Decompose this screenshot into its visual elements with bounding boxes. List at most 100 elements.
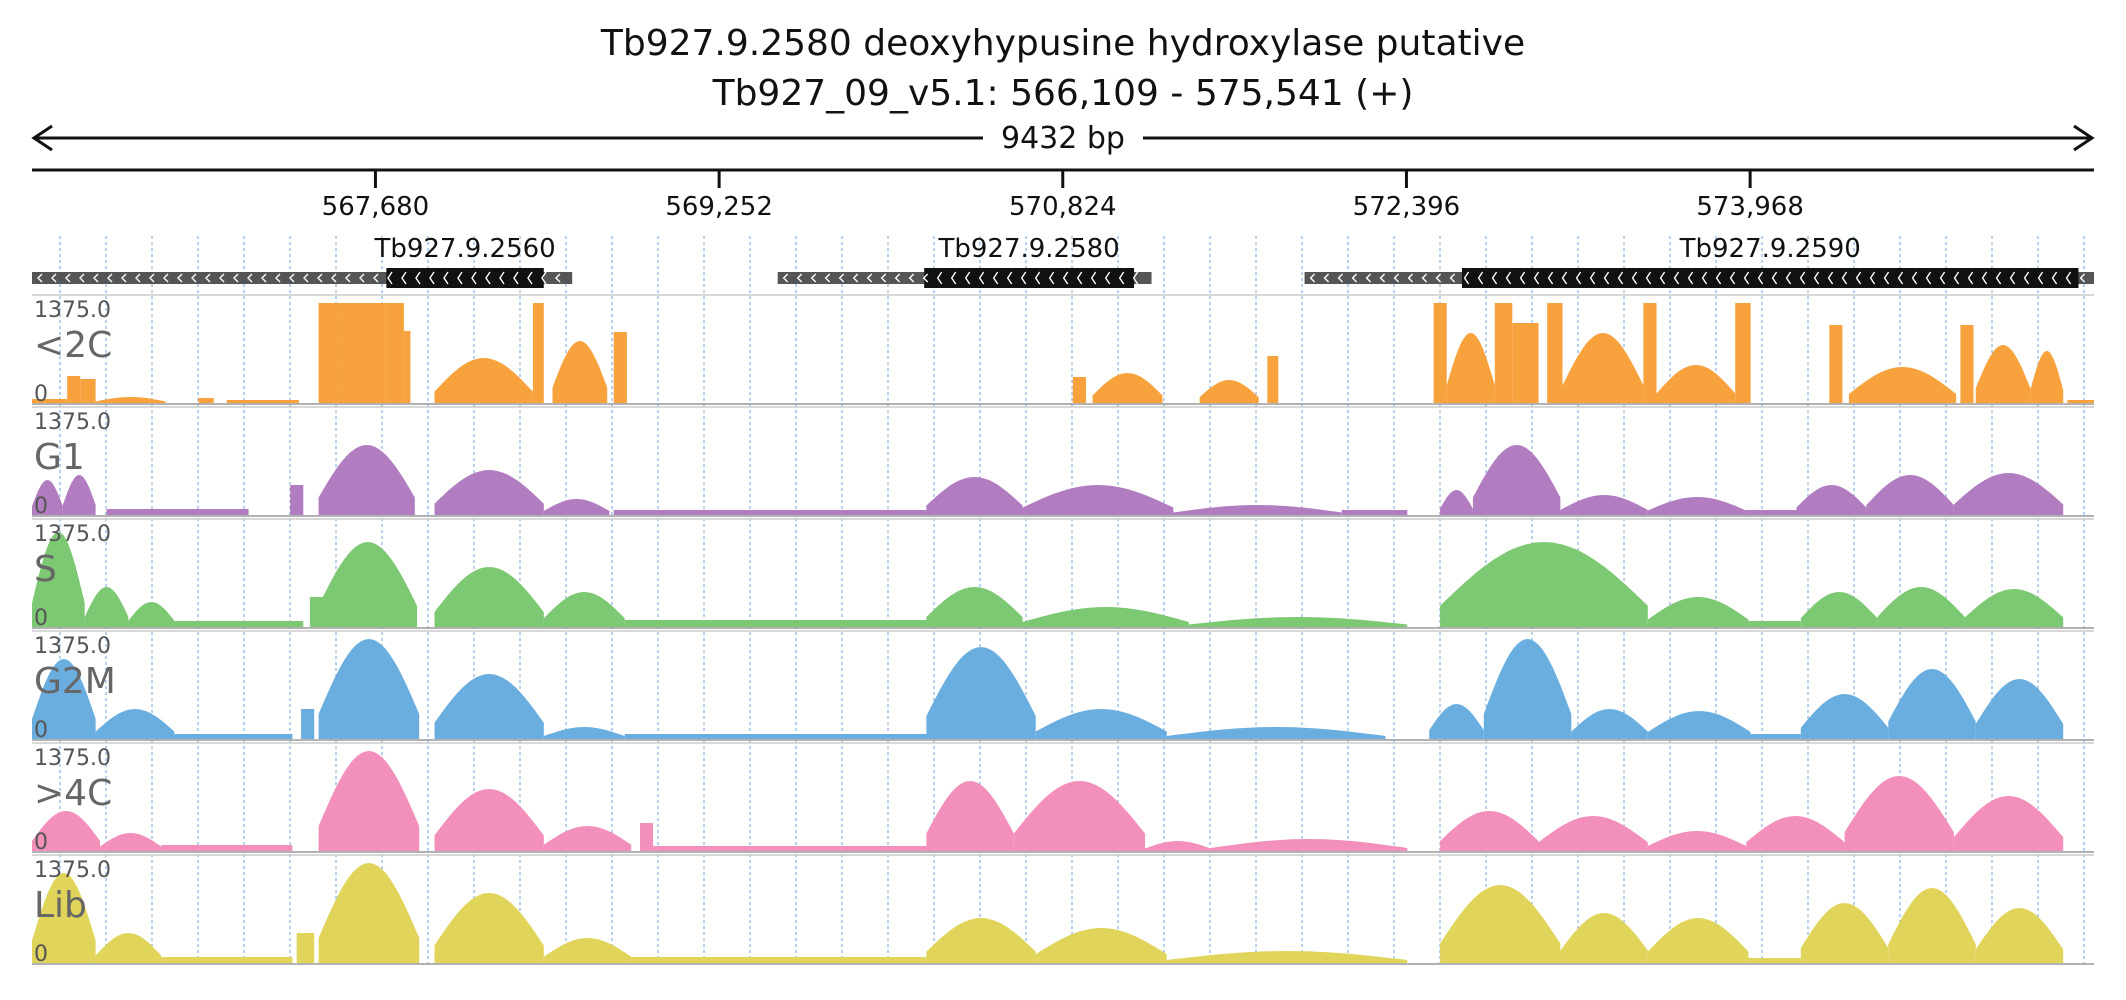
coverage-area — [613, 332, 627, 403]
track-ymax-label: 1375.0 — [34, 410, 111, 435]
track-ymax-label: 1375.0 — [34, 522, 111, 547]
track-ymax-label: 1375.0 — [34, 298, 111, 323]
coverage-area — [631, 957, 927, 963]
gene-cds-bar — [924, 268, 1135, 288]
coverage-area — [1796, 485, 1867, 515]
coverage-area — [1848, 367, 1957, 403]
coverage-area — [1643, 303, 1657, 403]
coverage-area — [1735, 303, 1751, 403]
coverage-area — [1210, 839, 1408, 851]
coverage-area — [1440, 811, 1539, 851]
coverage-area — [1746, 510, 1797, 515]
gene-label: Tb927.9.2580 — [937, 234, 1119, 264]
gene-cds-bar — [386, 268, 544, 288]
coverage-area — [403, 331, 411, 403]
coverage-area — [1877, 587, 1965, 627]
track-ymin-label: 0 — [34, 942, 48, 967]
coverage-area — [1953, 473, 2064, 515]
coverage-area — [1964, 589, 2064, 627]
coverage-area — [1035, 709, 1167, 739]
track-name: S — [34, 549, 57, 590]
coverage-area — [926, 477, 1023, 515]
coverage-area — [1145, 841, 1211, 851]
coverage-area — [434, 358, 533, 403]
coverage-area — [613, 510, 839, 515]
coverage-area — [434, 470, 544, 515]
coverage-area — [226, 400, 299, 403]
coverage-area — [1647, 831, 1747, 851]
coverage-area — [32, 873, 96, 963]
ruler-tick-label: 573,968 — [1696, 192, 1804, 222]
coverage-area — [1494, 303, 1513, 403]
coverage-area — [1560, 913, 1648, 963]
coverage-area — [1022, 607, 1189, 627]
coverage-area — [67, 376, 81, 403]
track-name: G1 — [34, 437, 85, 478]
coverage-area — [926, 781, 1014, 851]
coverage-area — [32, 399, 68, 403]
track-name: G2M — [34, 661, 116, 702]
coverage-area — [174, 621, 304, 627]
coverage-area — [1562, 333, 1644, 403]
coverage-area — [1750, 734, 1801, 739]
coverage-area — [552, 341, 608, 403]
coverage-area — [62, 475, 96, 515]
coverage-area — [318, 863, 420, 963]
coverage-area — [318, 445, 415, 515]
coverage-area — [1571, 709, 1648, 739]
gene-cds-bar — [1461, 268, 2079, 288]
coverage-area — [318, 542, 417, 627]
coverage-area — [2030, 351, 2064, 403]
coverage-area — [80, 379, 96, 403]
coverage-area — [1188, 617, 1408, 627]
coverage-area — [32, 659, 96, 739]
length-label: 9432 bp — [1001, 121, 1125, 156]
coverage-area — [532, 303, 544, 403]
coverage-area — [926, 587, 1023, 627]
coverage-area — [318, 303, 337, 403]
coverage-area — [100, 833, 162, 851]
coverage-area — [1746, 816, 1845, 851]
coverage-area — [336, 303, 387, 403]
coverage-area — [926, 918, 1036, 963]
coverage-area — [1647, 597, 1749, 627]
track-ymax-label: 1375.0 — [34, 634, 111, 659]
gene-label: Tb927.9.2560 — [373, 234, 555, 264]
coverage-area — [161, 845, 293, 851]
gene-strand-arrows — [782, 271, 1139, 285]
coverage-area — [128, 602, 175, 627]
coverage-area — [1166, 951, 1408, 963]
ruler-tick-label: 567,680 — [322, 192, 430, 222]
coverage-area — [543, 938, 632, 963]
coverage-area — [95, 709, 175, 739]
coverage-area — [1022, 485, 1174, 515]
coverage-area — [32, 811, 100, 851]
coverage-area — [1440, 542, 1648, 627]
coverage-area — [1429, 704, 1484, 739]
coverage-area — [32, 532, 85, 627]
coverage-area — [301, 709, 315, 739]
chart-location: Tb927_09_v5.1: 566,109 - 575,541 (+) — [712, 73, 1414, 114]
track-name: >4C — [34, 773, 112, 814]
coverage-area — [290, 485, 304, 515]
ruler-tick-label: 569,252 — [665, 192, 773, 222]
coverage-area — [1013, 781, 1145, 851]
coverage-area — [1173, 505, 1342, 515]
track-name: Lib — [34, 885, 87, 926]
coverage-area — [198, 398, 214, 403]
coverage-area — [318, 639, 420, 739]
coverage-area — [1035, 928, 1167, 963]
coverage-area — [161, 957, 293, 963]
coverage-area — [1647, 918, 1749, 963]
coverage-area — [1199, 380, 1259, 403]
coverage-area — [653, 846, 927, 851]
gene-strand-arrows — [1309, 271, 2086, 285]
coverage-area — [1092, 373, 1163, 403]
track-ymin-label: 0 — [34, 606, 48, 631]
track-ymin-label: 0 — [34, 494, 48, 519]
coverage-area — [32, 480, 63, 515]
ruler-tick-label: 572,396 — [1353, 192, 1461, 222]
coverage-area — [1975, 345, 2031, 403]
coverage-area — [838, 510, 927, 515]
